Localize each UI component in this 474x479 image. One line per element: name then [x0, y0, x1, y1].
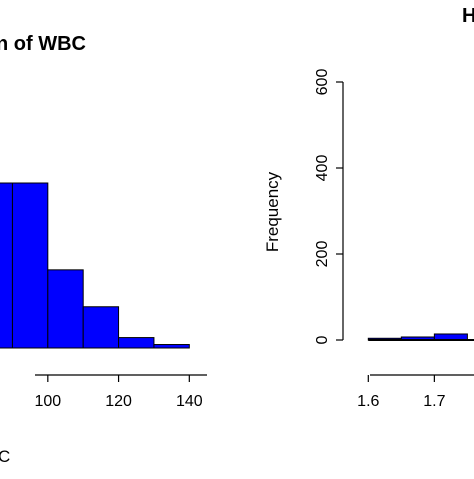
left-x-tick-label: 100	[34, 393, 61, 410]
left-histogram-bar	[118, 337, 155, 349]
right-histogram-panel: H 0 200 400 600 Frequency 1.6 1.7	[263, 5, 474, 410]
right-x-axis-ticks: 1.6 1.7	[357, 375, 446, 410]
left-histogram-panel: n of WBC 100 120 140 C	[0, 33, 207, 466]
right-y-tick-label: 200	[314, 241, 331, 268]
left-histogram-bar	[153, 344, 190, 349]
right-histogram-bars	[367, 333, 474, 341]
left-x-axis-label: C	[0, 447, 10, 466]
right-y-axis-ticks: 0 200 400 600	[314, 69, 343, 344]
right-x-tick-label: 1.7	[423, 393, 445, 410]
left-histogram-bar	[0, 182, 13, 349]
right-x-tick-label: 1.6	[357, 393, 379, 410]
right-y-tick-label: 400	[314, 155, 331, 182]
left-x-axis-ticks: 100 120 140	[34, 375, 203, 410]
left-x-tick-label: 120	[105, 393, 132, 410]
left-histogram-bars	[0, 182, 190, 349]
right-chart-title: H	[462, 5, 474, 27]
right-y-axis-label: Frequency	[263, 171, 282, 252]
right-y-tick-label: 0	[314, 335, 331, 344]
left-histogram-bar	[47, 269, 84, 349]
left-histogram-bar	[82, 306, 120, 349]
left-x-tick-label: 140	[176, 393, 203, 410]
right-y-tick-label: 600	[314, 69, 331, 96]
left-histogram-bar	[11, 182, 49, 349]
left-chart-title: n of WBC	[0, 33, 86, 55]
